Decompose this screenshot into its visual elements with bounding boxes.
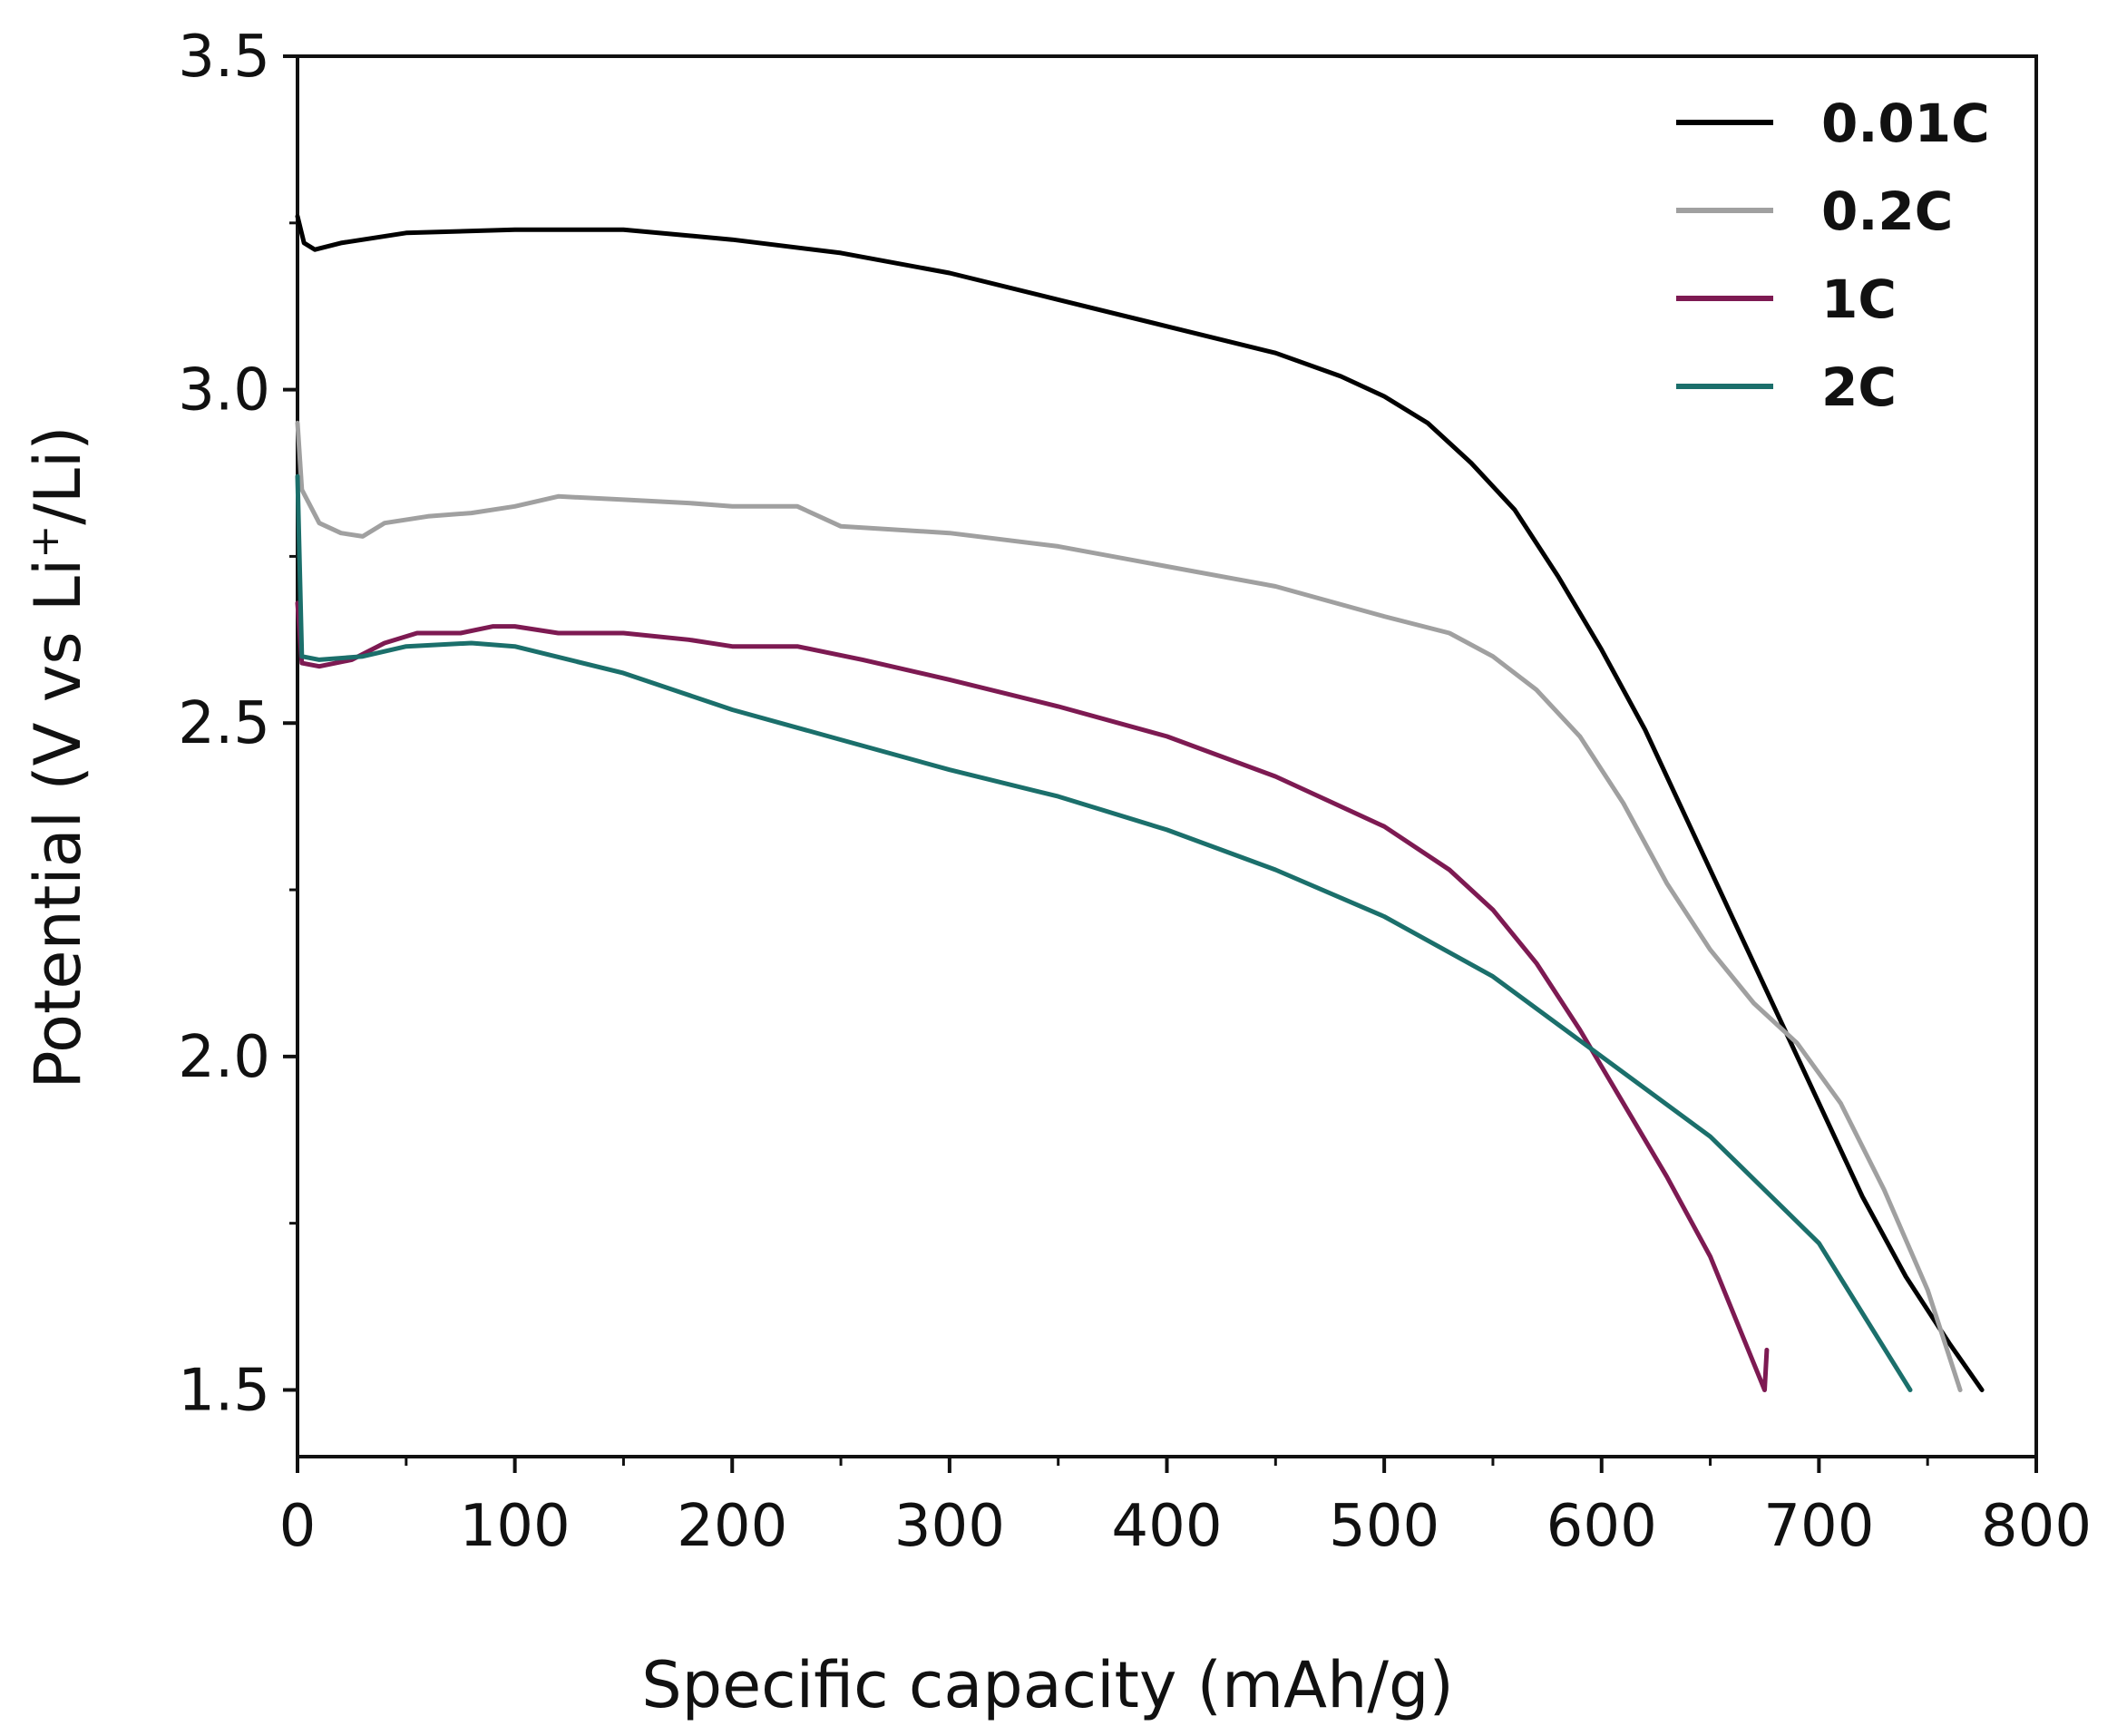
y-tick-label: 2.0 (178, 1024, 270, 1091)
legend-label: 1C (1821, 268, 1897, 330)
series-layer (295, 214, 1985, 1392)
x-tick-label: 300 (894, 1493, 1005, 1560)
y-axis-title-main: Potential (V vs Li (21, 559, 95, 1089)
legend-label: 2C (1821, 356, 1897, 418)
plot-area (296, 54, 2038, 1458)
series-line-2C (295, 473, 1913, 1392)
x-tick-label: 600 (1546, 1493, 1657, 1560)
series-line-1C (295, 600, 1770, 1392)
legend-label: 0.2C (1821, 180, 1953, 242)
x-tick-label: 200 (677, 1493, 787, 1560)
x-tick-label: 700 (1763, 1493, 1874, 1560)
y-axis-title-end: /Li) (21, 425, 95, 524)
x-axis: 0 100 200 300 400 500 600 700 800 (279, 1457, 2092, 1560)
legend-label: 0.01C (1821, 93, 1990, 154)
y-tick-label: 3.0 (178, 357, 270, 424)
y-tick-label: 2.5 (178, 690, 270, 757)
x-tick-label: 0 (279, 1493, 317, 1560)
y-axis: 1.5 2.0 2.5 3.0 3.5 (178, 24, 298, 1424)
series-line-0_01C (295, 214, 1985, 1392)
plot-frame (296, 54, 2038, 1458)
y-axis-title: Potential (V vs Li+/Li) (21, 425, 95, 1088)
y-tick-label: 3.5 (178, 24, 270, 91)
x-tick-label: 400 (1111, 1493, 1222, 1560)
legend: 0.01C 0.2C 1C 2C (1676, 93, 1990, 418)
x-tick-label: 100 (460, 1493, 571, 1560)
y-axis-title-sup: + (22, 525, 68, 559)
x-axis-title: Specific capacity (mAh/g) (641, 1648, 1454, 1722)
series-line-0_2C (295, 420, 1963, 1392)
x-tick-label: 500 (1329, 1493, 1439, 1560)
y-tick-label: 1.5 (178, 1357, 270, 1424)
x-tick-label: 800 (1981, 1493, 2092, 1560)
